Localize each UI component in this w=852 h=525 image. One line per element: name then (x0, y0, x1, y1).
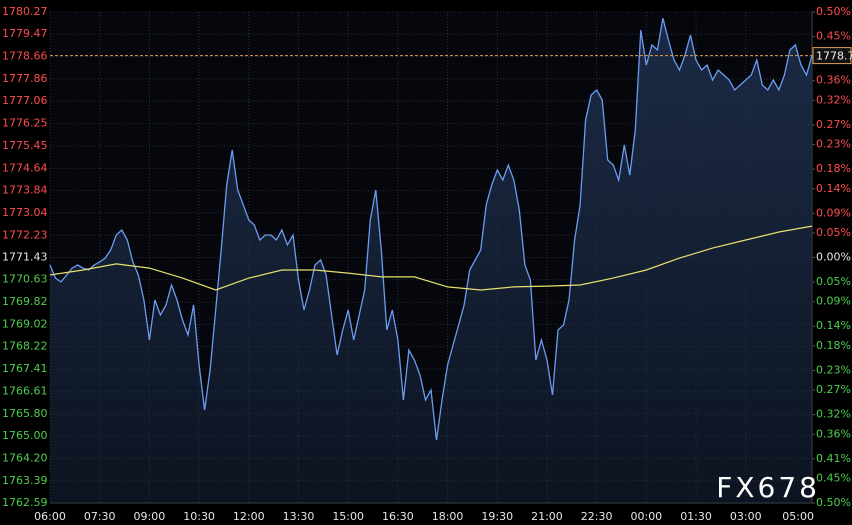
y-tick-label: 1778.66 (2, 50, 48, 63)
y2-tick-label: 0.18% (816, 162, 851, 175)
y-tick-label: 1769.02 (2, 317, 48, 330)
y-tick-label: 1763.39 (2, 474, 48, 487)
area (50, 18, 812, 503)
y2-tick-label: 0.09% (816, 295, 851, 308)
x-tick-label: 21:00 (531, 510, 563, 523)
x-tick-label: 22:30 (581, 510, 613, 523)
x-tick-label: 18:00 (432, 510, 464, 523)
y-tick-label: 1764.20 (2, 451, 48, 464)
y2-tick-label: 0.27% (816, 118, 851, 131)
y2-tick-label: 0.50% (816, 496, 851, 509)
x-tick-label: 19:30 (481, 510, 513, 523)
x-tick-label: 03:00 (730, 510, 762, 523)
y-tick-label: 1770.63 (2, 273, 48, 286)
x-tick-label: 12:00 (233, 510, 265, 523)
y2-tick-label: 0.23% (816, 363, 851, 376)
y2-tick-label: 0.14% (816, 182, 851, 195)
line (49, 17, 813, 441)
x-tick-label: 01:30 (680, 510, 712, 523)
y-tick-label: 1766.61 (2, 384, 48, 397)
y2-tick-label: 0.18% (816, 339, 851, 352)
y2-tick-label: 0.09% (816, 206, 851, 219)
x-tick-label: 09:00 (134, 510, 166, 523)
x-tick-label: 16:30 (382, 510, 414, 523)
y-tick-label: 1772.23 (2, 228, 48, 241)
y-tick-label: 1779.47 (2, 27, 48, 40)
x-tick-label: 15:00 (332, 510, 364, 523)
y2-tick-label: 0.50% (816, 5, 851, 18)
y2-tick-label: 0.14% (816, 319, 851, 332)
y2-tick-label: 0.00% (816, 251, 851, 264)
y-tick-label: 1769.82 (2, 295, 48, 308)
y-tick-label: 1773.84 (2, 184, 48, 197)
x-tick-label: 13:30 (283, 510, 315, 523)
current-price-label: 1778.7 (816, 50, 852, 63)
x-tick-label: 00:00 (630, 510, 662, 523)
y-tick-label: 1777.06 (2, 94, 48, 107)
line (49, 225, 813, 291)
y-tick-label: 1774.64 (2, 161, 48, 174)
y-tick-label: 1768.22 (2, 340, 48, 353)
y2-tick-label: 0.32% (816, 93, 851, 106)
x-tick-label: 10:30 (183, 510, 215, 523)
watermark: FX678 (716, 471, 820, 504)
y-tick-label: 1771.43 (2, 251, 48, 264)
y2-tick-label: 0.45% (816, 30, 851, 43)
x-tick-label: 07:30 (84, 510, 116, 523)
y2-tick-label: 0.41% (816, 452, 851, 465)
y-tick-label: 1765.80 (2, 407, 48, 420)
y2-tick-label: 0.36% (816, 427, 851, 440)
y-tick-label: 1776.25 (2, 117, 48, 130)
y2-tick-label: 0.23% (816, 138, 851, 151)
y-tick-label: 1765.00 (2, 429, 48, 442)
x-tick-label: 05:00 (782, 510, 814, 523)
y2-tick-label: 0.45% (816, 471, 851, 484)
y2-tick-label: 0.05% (816, 275, 851, 288)
y2-tick-label: 0.36% (816, 74, 851, 87)
y2-tick-label: 0.32% (816, 408, 851, 421)
y-tick-label: 1775.45 (2, 139, 48, 152)
x-tick-label: 06:00 (34, 510, 66, 523)
y-tick-label: 1762.59 (2, 496, 48, 509)
current-price-box (812, 47, 852, 65)
y-tick-label: 1780.27 (2, 5, 48, 18)
y-tick-label: 1777.86 (2, 72, 48, 85)
y-tick-label: 1767.41 (2, 362, 48, 375)
y2-tick-label: 0.27% (816, 383, 851, 396)
y-tick-label: 1773.04 (2, 206, 48, 219)
y2-tick-label: 0.05% (816, 226, 851, 239)
